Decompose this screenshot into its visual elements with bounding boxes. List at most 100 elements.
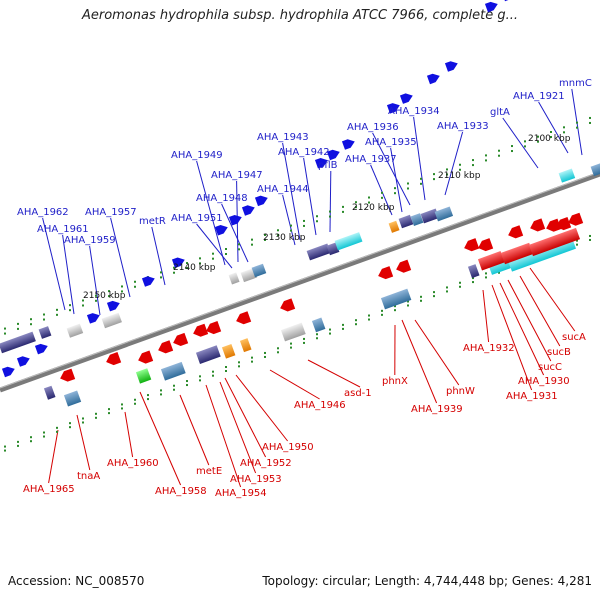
track-dot (420, 299, 422, 302)
gene-label-bottom: phnW (446, 386, 475, 397)
gene-label-top: AHA_1942 (278, 147, 330, 158)
leader-line (179, 394, 210, 466)
gene-box (63, 390, 82, 407)
gene-arrow-reverse (546, 218, 562, 232)
gene-arrow-forward (501, 0, 515, 2)
track-dot (134, 285, 136, 288)
leader-line (370, 164, 393, 216)
track-dot (69, 422, 71, 425)
track-dot (368, 314, 370, 317)
gene-label-top: AHA_1951 (171, 213, 223, 224)
track-dot (238, 243, 240, 246)
track-dot (173, 271, 175, 274)
track-dot (368, 318, 370, 321)
track-dot (576, 243, 578, 246)
track-dot (485, 272, 487, 275)
track-dot (303, 337, 305, 340)
scale-tick-label: 2150 kbp (83, 291, 126, 301)
gene-arrow-reverse (396, 259, 412, 273)
gene-arrow-reverse (106, 352, 122, 366)
gene-label-top: metR (139, 216, 166, 227)
gene-label-bottom: AHA_1930 (518, 376, 570, 387)
track-dot (472, 281, 474, 284)
track-dot (17, 327, 19, 330)
leader-line (519, 275, 561, 347)
track-dot (225, 248, 227, 250)
track-dot (69, 304, 71, 307)
gene-label-bottom: AHA_1953 (230, 474, 282, 485)
leader-line (205, 384, 242, 488)
track-dot (134, 402, 136, 405)
track-dot (407, 187, 409, 190)
gene-label-bottom: tnaA (77, 471, 100, 482)
track-dot (56, 313, 58, 316)
gene-label-bottom: AHA_1946 (294, 400, 346, 411)
gene-label-top: gltA (490, 107, 510, 118)
track-dot (251, 238, 253, 241)
gene-box (500, 242, 534, 265)
backbone-highlight (0, 171, 600, 389)
track-dot (56, 430, 58, 433)
genome-backbone (0, 171, 600, 393)
track-dot (576, 239, 578, 242)
track-dot (342, 205, 344, 208)
track-dot (264, 238, 266, 241)
track-dot (264, 355, 266, 358)
track-dot (4, 327, 6, 330)
gene-label-bottom: AHA_1932 (463, 343, 515, 354)
gene-label-bottom: AHA_1939 (411, 404, 463, 415)
leader-line (372, 132, 411, 206)
track-dot (446, 168, 448, 171)
track-dot (433, 173, 435, 176)
gene-box (420, 208, 440, 224)
track-dot (459, 168, 461, 171)
track-dot (160, 276, 162, 279)
accession-text: Accession: NC_008570 (8, 574, 145, 588)
track-dot (498, 149, 500, 152)
gene-label-top: AHA_1959 (64, 235, 116, 246)
gene-arrow-forward (34, 343, 48, 355)
track-dot (381, 313, 383, 316)
track-dot (589, 234, 591, 237)
gene-arrow-forward (228, 214, 242, 226)
track-dot (524, 145, 526, 148)
track-dot (563, 131, 565, 134)
track-dot (446, 173, 448, 176)
gene-label-top: AHA_1957 (85, 207, 137, 218)
gene-label-bottom: AHA_1952 (240, 458, 292, 469)
track-dot (589, 121, 591, 124)
gene-arrow-forward (444, 61, 458, 72)
track-dot (355, 323, 357, 326)
leader-line (499, 282, 545, 376)
track-dot (30, 436, 32, 439)
track-dot (433, 178, 435, 181)
track-dot (368, 196, 370, 199)
track-dot (17, 322, 19, 325)
gene-box (160, 361, 186, 381)
track-dot (160, 389, 162, 392)
leader-line (529, 267, 576, 332)
track-dot (303, 219, 305, 222)
track-dot (511, 145, 513, 148)
gene-box (528, 227, 581, 257)
gene-box (380, 288, 412, 310)
track-dot (407, 182, 409, 185)
track-dot (121, 285, 123, 288)
track-dot (108, 290, 110, 293)
track-dot (277, 229, 279, 232)
leader-line (269, 369, 320, 400)
leader-line (151, 226, 166, 286)
gene-box (306, 243, 331, 261)
gene-box (228, 272, 240, 285)
gene-box (388, 220, 400, 233)
gene-arrow-reverse (508, 225, 524, 239)
gene-arrow-forward (1, 366, 15, 378)
track-dot (394, 187, 396, 190)
track-dot (225, 253, 227, 255)
leader-line (48, 429, 59, 484)
leader-line (124, 411, 134, 458)
track-dot (121, 403, 123, 406)
track-dot (290, 346, 292, 349)
track-dot (212, 370, 214, 373)
